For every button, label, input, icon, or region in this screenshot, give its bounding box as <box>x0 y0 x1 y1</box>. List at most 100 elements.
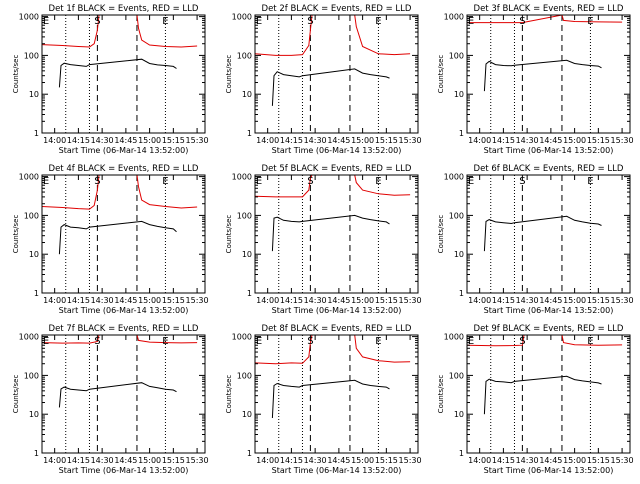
x-tick-label: 15:15 <box>375 456 398 465</box>
x-tick-label: 14:30 <box>304 296 327 305</box>
marker-label-e: E <box>468 176 474 187</box>
y-tick-label: 10 <box>29 410 39 419</box>
lld-series-line <box>42 175 198 210</box>
marker-label-s: S <box>307 176 313 187</box>
marker-label-e: E <box>162 16 168 27</box>
plot-frame <box>254 334 419 454</box>
y-tick-label: 1000 <box>232 333 252 342</box>
marker-label-s: S <box>307 16 313 27</box>
chart-title: Det 4f BLACK = Events, RED = LLD <box>49 164 199 174</box>
series-group <box>255 15 411 106</box>
x-tick-label: 15:30 <box>611 456 634 465</box>
x-tick-label: 15:00 <box>138 136 161 145</box>
x-tick-label: 15:30 <box>186 296 209 305</box>
events-series-line <box>271 68 390 106</box>
lld-series-line <box>467 335 623 347</box>
series-group <box>467 15 623 92</box>
y-axis-label: Counts/sec <box>225 55 233 94</box>
plot-frame <box>466 174 631 294</box>
x-tick-label: 14:15 <box>67 296 90 305</box>
x-tick-label: 14:30 <box>304 456 327 465</box>
lld-series-line <box>42 335 198 344</box>
y-axis-label: Counts/sec <box>437 375 445 414</box>
marker-label-e: E <box>375 336 381 347</box>
x-tick-label: 15:00 <box>563 456 586 465</box>
chart-title: Det 2f BLACK = Events, RED = LLD <box>262 4 412 14</box>
y-tick-label: 10 <box>242 90 252 99</box>
marker-label-e: E <box>375 176 381 187</box>
plot-frame <box>254 174 419 294</box>
x-tick-label: 15:00 <box>563 136 586 145</box>
y-tick-label: 1000 <box>444 13 464 22</box>
series-group <box>467 335 623 415</box>
x-tick-label: 15:30 <box>611 136 634 145</box>
x-tick-label: 14:15 <box>492 296 515 305</box>
marker-label-s: S <box>519 336 525 347</box>
y-tick-label: 1 <box>34 129 39 138</box>
y-tick-label: 1000 <box>444 173 464 182</box>
y-tick-label: 100 <box>449 371 464 380</box>
x-tick-label: 15:30 <box>399 456 422 465</box>
x-tick-label: 14:45 <box>539 456 562 465</box>
chart-title: Det 5f BLACK = Events, RED = LLD <box>262 164 412 174</box>
marker-label-e: E <box>43 16 49 27</box>
x-axis-label: Start Time (06-Mar-14 13:52:00) <box>59 146 189 155</box>
x-tick-label: 14:30 <box>304 136 327 145</box>
marker-label-s: S <box>519 16 525 27</box>
y-axis-label: Counts/sec <box>437 215 445 254</box>
events-series-line <box>58 382 177 408</box>
x-tick-label: 14:45 <box>327 136 350 145</box>
y-tick-label: 1000 <box>232 173 252 182</box>
y-tick-label: 10 <box>242 250 252 259</box>
x-tick-label: 14:45 <box>114 456 137 465</box>
chart-title: Det 7f BLACK = Events, RED = LLD <box>49 324 199 334</box>
events-series-line <box>58 220 177 255</box>
y-tick-label: 1 <box>247 289 252 298</box>
plot-frame <box>41 334 206 454</box>
x-tick-label: 14:15 <box>67 456 90 465</box>
x-tick-label: 14:15 <box>280 136 303 145</box>
y-axis-label: Counts/sec <box>225 375 233 414</box>
y-tick-label: 1 <box>34 449 39 458</box>
x-tick-label: 14:30 <box>91 296 114 305</box>
x-tick-label: 15:00 <box>351 296 374 305</box>
series-group <box>42 335 198 408</box>
x-axis-label: Start Time (06-Mar-14 13:52:00) <box>484 146 614 155</box>
x-tick-label: 15:30 <box>186 456 209 465</box>
x-tick-label: 15:30 <box>399 296 422 305</box>
y-tick-label: 100 <box>237 211 252 220</box>
marker-label-e: E <box>162 176 168 187</box>
y-tick-label: 100 <box>449 211 464 220</box>
plot-frame <box>41 14 206 134</box>
x-tick-label: 15:15 <box>587 456 610 465</box>
marker-label-s: S <box>94 16 100 27</box>
y-axis-label: Counts/sec <box>12 375 20 414</box>
x-tick-label: 14:45 <box>114 296 137 305</box>
x-tick-label: 15:15 <box>375 296 398 305</box>
x-tick-label: 15:15 <box>375 136 398 145</box>
marker-label-e: E <box>587 176 593 187</box>
series-group <box>42 15 198 88</box>
x-tick-label: 14:45 <box>327 296 350 305</box>
x-axis-label: Start Time (06-Mar-14 13:52:00) <box>272 146 402 155</box>
x-tick-label: 14:15 <box>492 136 515 145</box>
x-tick-label: 15:15 <box>162 136 185 145</box>
y-axis-label: Counts/sec <box>437 55 445 94</box>
events-series-line <box>483 59 602 92</box>
x-tick-label: 15:00 <box>351 456 374 465</box>
chart-title: Det 9f BLACK = Events, RED = LLD <box>474 324 624 334</box>
marker-label-e: E <box>375 16 381 27</box>
y-tick-label: 10 <box>454 410 464 419</box>
x-axis-label: Start Time (06-Mar-14 13:52:00) <box>272 466 402 475</box>
x-tick-label: 15:00 <box>138 456 161 465</box>
x-tick-label: 14:00 <box>468 136 491 145</box>
series-group <box>467 175 623 252</box>
marker-label-e: E <box>587 336 593 347</box>
